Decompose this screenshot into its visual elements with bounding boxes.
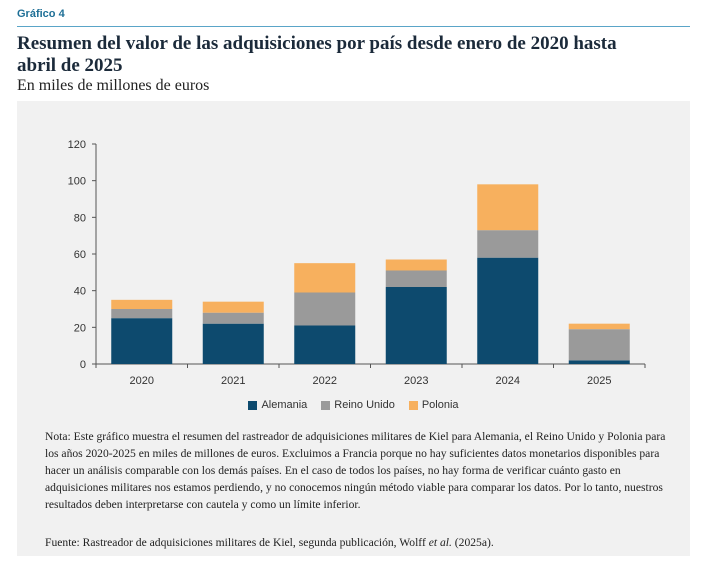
y-tick-label: 0	[80, 359, 86, 371]
x-tick-label: 2020	[130, 375, 154, 387]
y-tick-label: 60	[74, 249, 86, 261]
legend-item-polonia: Polonia	[408, 399, 459, 411]
source-text: Fuente: Rastreador de adquisiciones mili…	[45, 536, 429, 549]
bar-alemania-2025	[568, 360, 630, 364]
bar-reino-unido-2023	[385, 270, 447, 287]
bar-alemania-2021	[202, 323, 264, 364]
legend-label-reino-unido: Reino Unido	[334, 399, 395, 411]
bar-polonia-2020	[111, 299, 173, 309]
chart-source: Fuente: Rastreador de adquisiciones mili…	[45, 535, 670, 551]
x-tick-label: 2023	[404, 375, 428, 387]
figure-label: Gráfico 4	[17, 8, 65, 20]
legend-item-reino-unido: Reino Unido	[321, 399, 395, 411]
x-tick-label: 2025	[587, 375, 611, 387]
source-italic: et al.	[428, 536, 452, 549]
bar-reino-unido-2025	[568, 329, 630, 361]
y-tick-label: 40	[74, 286, 86, 298]
bar-polonia-2021	[202, 301, 264, 313]
x-tick-label: 2022	[313, 375, 337, 387]
chart-subtitle: En miles de millones de euros	[17, 77, 210, 94]
source-suffix: (2025a).	[451, 536, 494, 549]
x-tick-label: 2021	[221, 375, 245, 387]
bar-reino-unido-2021	[202, 312, 264, 324]
y-tick-label: 20	[74, 322, 86, 334]
bar-polonia-2023	[385, 259, 447, 271]
chart-title: Resumen del valor de las adquisiciones p…	[17, 33, 617, 76]
bar-alemania-2024	[477, 257, 539, 364]
y-tick-label: 80	[74, 212, 86, 224]
legend-swatch-alemania	[248, 400, 258, 410]
legend-swatch-reino-unido	[321, 400, 331, 410]
bar-reino-unido-2024	[477, 230, 539, 258]
bar-chart: 0 20 40 60 80 100 120 2020 2021 2022 2023 2024 2025	[68, 139, 646, 387]
legend: Alemania Reino Unido Polonia	[17, 399, 690, 411]
y-tick-label: 120	[68, 139, 86, 151]
x-tick-label: 2024	[496, 375, 520, 387]
legend-item-alemania: Alemania	[248, 399, 307, 411]
bar-reino-unido-2020	[111, 309, 173, 319]
legend-label-alemania: Alemania	[261, 399, 308, 411]
chart-panel: 0 20 40 60 80 100 120 2020 2021 2022 2023 2024 2025 …	[17, 101, 690, 556]
bar-polonia-2022	[294, 263, 356, 293]
bar-reino-unido-2022	[294, 292, 356, 326]
bar-alemania-2020	[111, 318, 173, 364]
header-rule	[17, 26, 690, 27]
bar-alemania-2023	[385, 287, 447, 364]
bar-polonia-2025	[568, 323, 630, 330]
legend-label-polonia: Polonia	[421, 399, 459, 411]
y-tick-label: 100	[68, 176, 86, 188]
bar-polonia-2024	[477, 184, 539, 231]
legend-swatch-polonia	[408, 400, 418, 410]
bar-alemania-2022	[294, 325, 356, 364]
chart-note: Nota: Este gráfico muestra el resumen de…	[45, 430, 666, 511]
